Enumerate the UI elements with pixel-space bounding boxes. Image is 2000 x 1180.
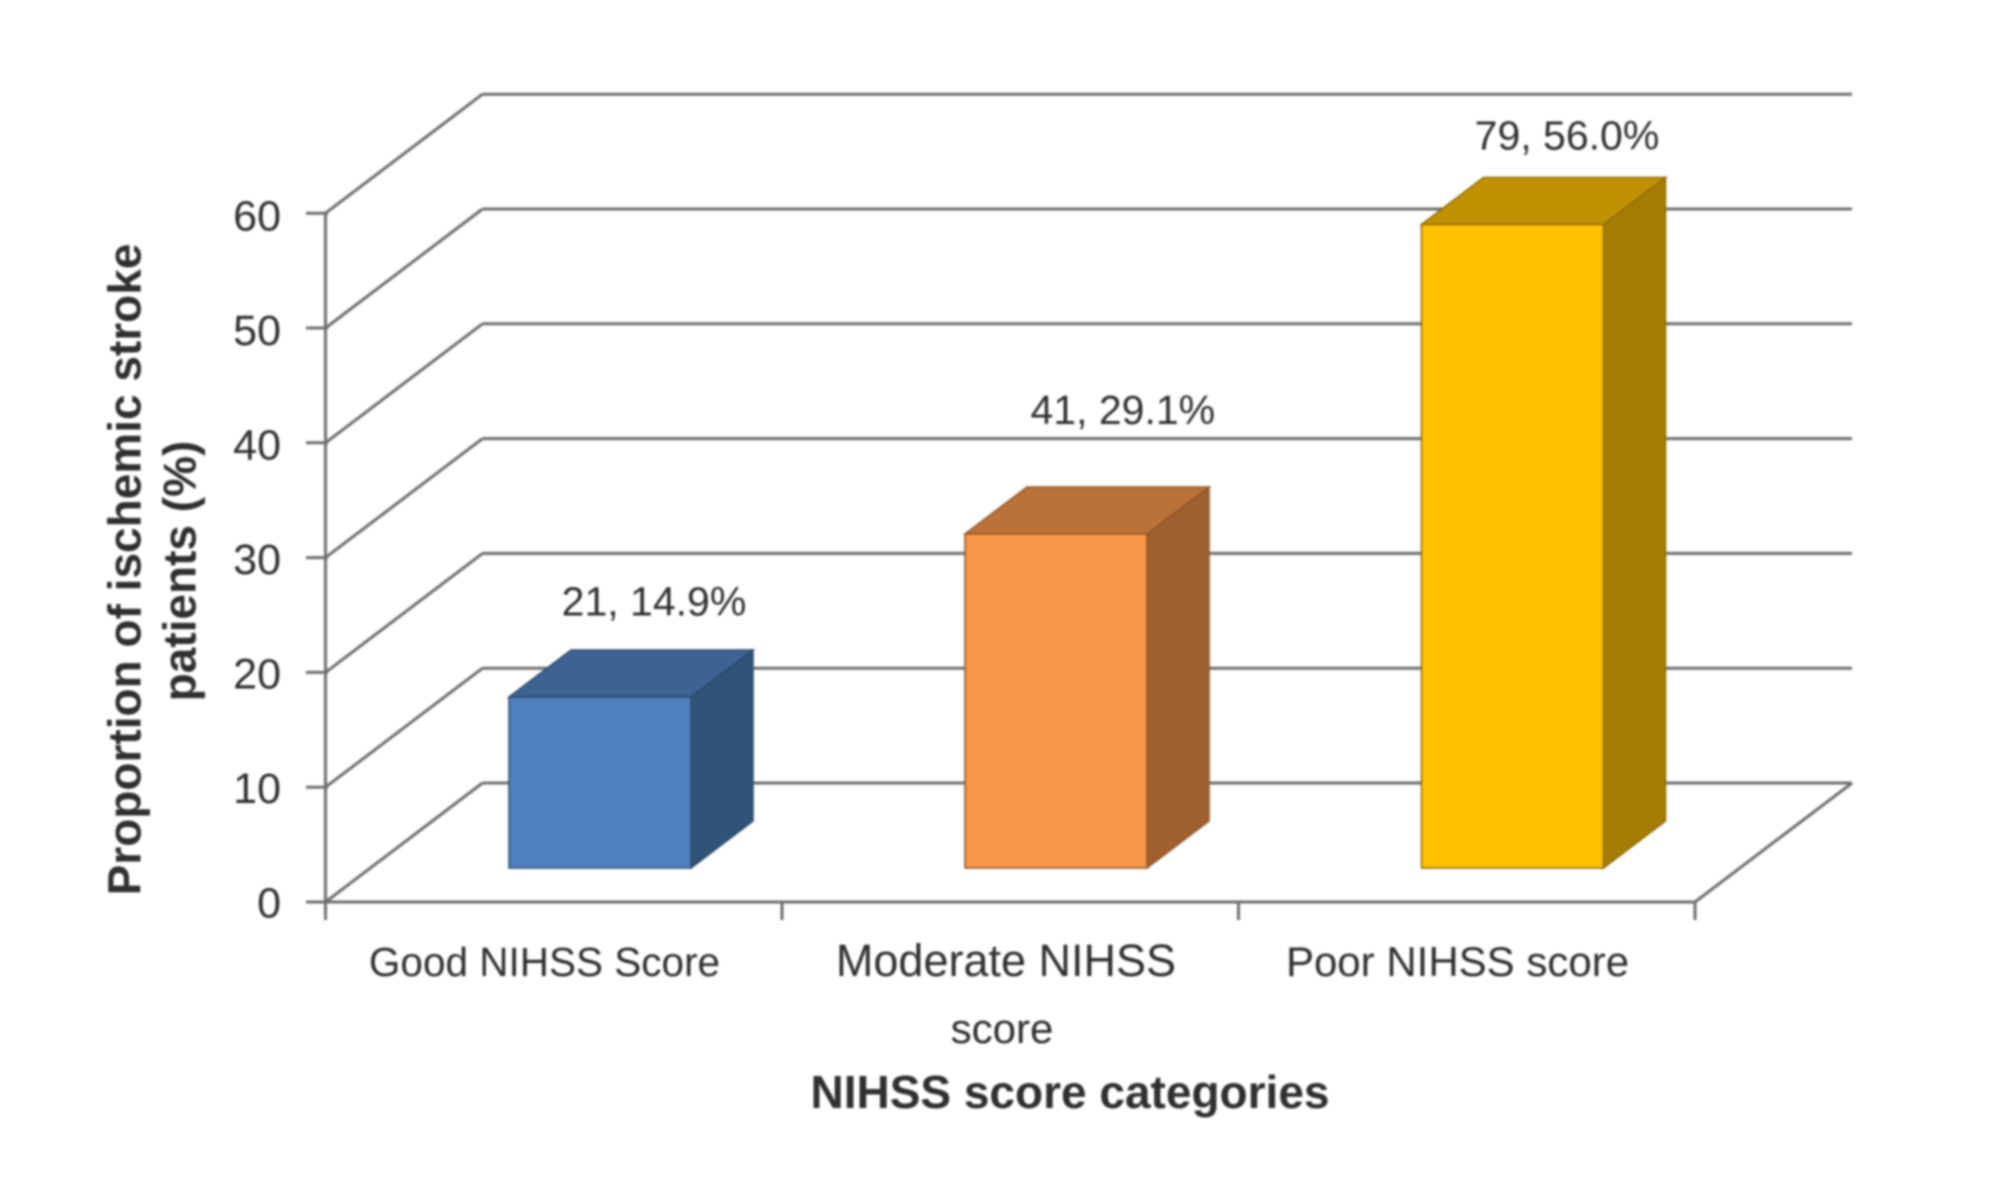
svg-text:patients (%): patients (%) [154, 441, 206, 702]
svg-text:20: 20 [233, 651, 281, 699]
svg-text:79, 56.0%: 79, 56.0% [1475, 113, 1660, 159]
svg-text:41, 29.1%: 41, 29.1% [1030, 387, 1215, 433]
svg-text:40: 40 [233, 422, 281, 470]
svg-text:Poor NIHSS score: Poor NIHSS score [1286, 938, 1629, 985]
svg-text:Moderate NIHSS: Moderate NIHSS [836, 935, 1176, 986]
svg-text:50: 50 [233, 307, 281, 355]
svg-text:60: 60 [233, 193, 281, 241]
svg-text:30: 30 [233, 536, 281, 584]
svg-text:21, 14.9%: 21, 14.9% [562, 579, 747, 625]
svg-text:score: score [951, 1005, 1054, 1052]
svg-text:0: 0 [257, 880, 281, 928]
svg-text:NIHSS score categories: NIHSS score categories [810, 1066, 1329, 1118]
svg-text:10: 10 [233, 765, 281, 813]
svg-text:Good NIHSS Score: Good NIHSS Score [369, 939, 720, 985]
svg-text:Proportion of ischemic stroke: Proportion of ischemic stroke [99, 244, 151, 896]
